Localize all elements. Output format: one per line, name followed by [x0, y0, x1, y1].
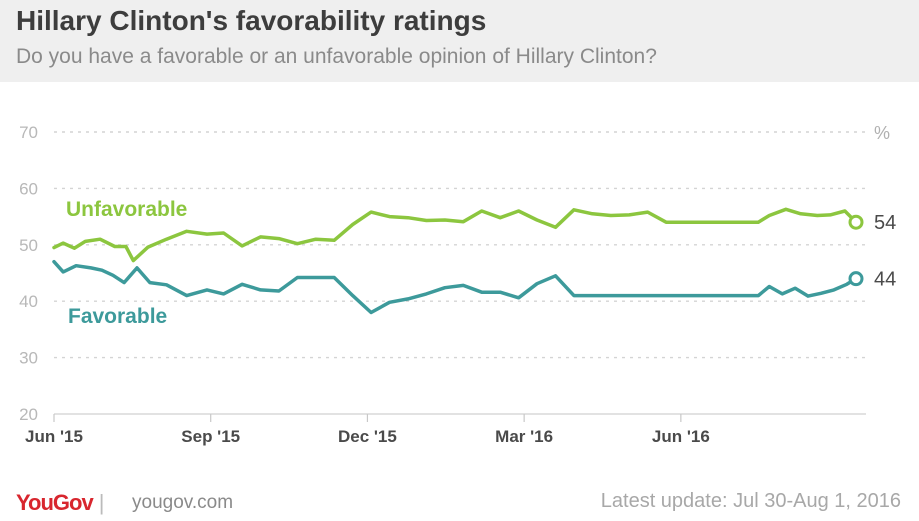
series-line-favorable — [52, 259, 858, 315]
x-tick-label: Dec '15 — [338, 427, 397, 446]
y-tick-label: 60 — [19, 179, 38, 198]
y-tick-label: 70 — [19, 123, 38, 142]
endpoint-value-label: 54 — [874, 212, 896, 234]
unit-label: % — [874, 123, 890, 143]
chart-header: Hillary Clinton's favorability ratings D… — [0, 0, 919, 82]
x-tick-label: Jun '16 — [652, 427, 710, 446]
x-tick-label: Jun '15 — [25, 427, 83, 446]
series-label: Favorable — [68, 305, 167, 328]
chart-subtitle: Do you have a favorable or an unfavorabl… — [16, 45, 657, 68]
footer-site[interactable]: yougov.com — [132, 492, 234, 513]
x-tick-label: Mar '16 — [495, 427, 553, 446]
endpoint-value-label: 44 — [874, 269, 896, 291]
series-line-unfavorable — [52, 207, 858, 263]
line-chart: 20 30 40 50 60 70 Jun '15 Sep '15 Dec '15 Mar '1… — [19, 123, 896, 446]
y-tick-label: 40 — [19, 292, 38, 311]
series-label: Unfavorable — [66, 198, 187, 221]
chart-title: Hillary Clinton's favorability ratings — [16, 5, 487, 36]
yougov-logo: YouGov | — [16, 490, 104, 515]
y-tick-label: 20 — [19, 405, 38, 424]
y-tick-label: 50 — [19, 236, 38, 255]
endpoint-marker — [848, 271, 864, 287]
endpoint-marker — [848, 214, 864, 230]
footer-update: Latest update: Jul 30-Aug 1, 2016 — [600, 490, 901, 512]
logo-text: YouGov — [16, 490, 94, 515]
x-tick-label: Sep '15 — [181, 427, 240, 446]
y-tick-label: 30 — [19, 349, 38, 368]
